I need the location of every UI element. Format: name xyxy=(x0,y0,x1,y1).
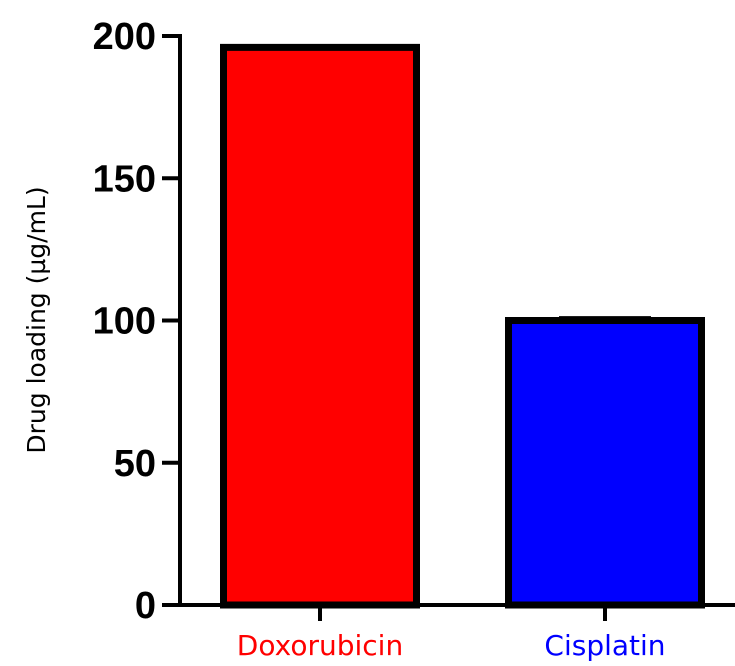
bars xyxy=(220,43,705,609)
x-tick-label-doxorubicin: Doxorubicin xyxy=(237,629,403,662)
y-tick-label-150: 150 xyxy=(93,158,156,200)
bar-cisplatin xyxy=(505,317,705,609)
category-labels: Doxorubicin Cisplatin xyxy=(237,605,666,662)
x-tick-label-cisplatin: Cisplatin xyxy=(544,629,665,662)
y-tick-label-100: 100 xyxy=(93,301,156,343)
y-tick-label-200: 200 xyxy=(93,16,156,58)
y-axis-title: Drug loading (µg/mL) xyxy=(22,186,51,453)
y-ticks: 0 50 100 150 200 xyxy=(93,16,180,627)
y-tick-label-0: 0 xyxy=(135,585,156,627)
bar-doxorubicin xyxy=(220,43,420,609)
y-tick-label-50: 50 xyxy=(114,443,156,485)
